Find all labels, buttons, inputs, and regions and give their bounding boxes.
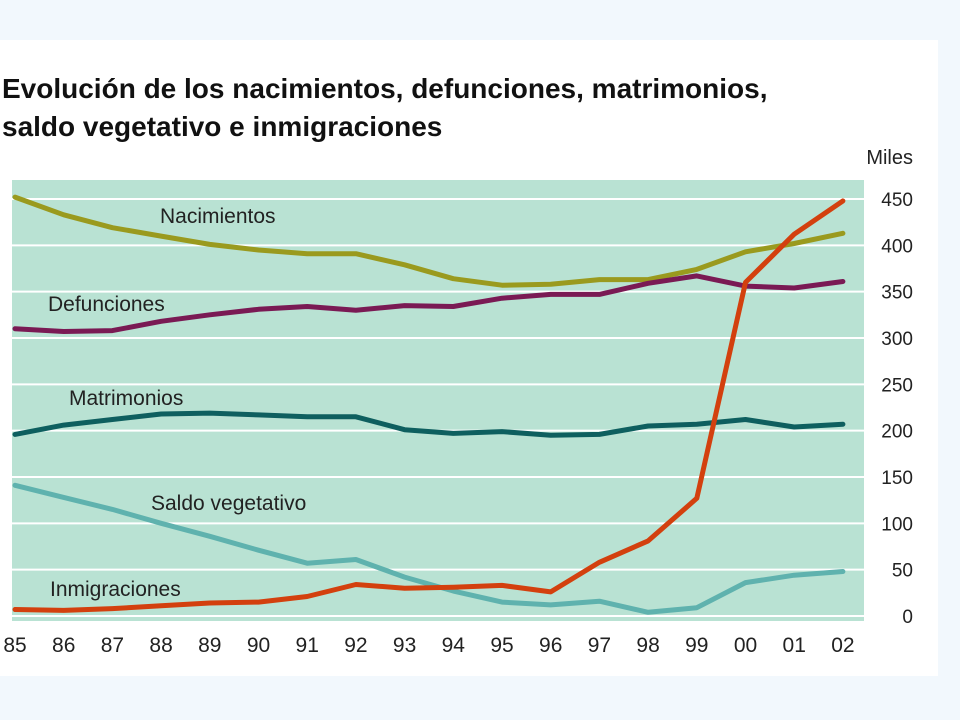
y-tick-label: 150 [881, 468, 913, 489]
y-tick-label: 200 [881, 422, 913, 443]
x-tick-label: 01 [783, 634, 806, 657]
y-tick-label: 300 [881, 329, 913, 350]
x-tick-label: 90 [247, 634, 270, 657]
x-tick-label: 91 [296, 634, 319, 657]
y-tick-label: 50 [892, 561, 913, 582]
series-label: Nacimientos [160, 205, 276, 228]
series-lines [12, 194, 846, 615]
y-tick-label: 450 [881, 190, 913, 211]
series-line-defunciones [12, 273, 846, 334]
series-line-matrimonios [12, 410, 846, 438]
x-tick-label: 92 [344, 634, 367, 657]
chart-title-line-1: Evolución de los nacimientos, defuncione… [2, 73, 768, 104]
x-tick-label: 98 [636, 634, 659, 657]
x-tick-label: 85 [3, 634, 26, 657]
series-line-nacimientos [12, 194, 846, 288]
x-tick-label: 02 [831, 634, 854, 657]
series-labels: Nacimientos Defunciones Matrimonios Saldo v… [48, 205, 306, 601]
y-tick-label: 400 [881, 236, 913, 257]
x-tick-label: 00 [734, 634, 757, 657]
series-label: Matrimonios [69, 387, 183, 410]
series-label: Defunciones [48, 293, 165, 316]
y-tick-label: 0 [902, 607, 913, 628]
x-tick-label: 86 [52, 634, 75, 657]
y-tick-label: 250 [881, 375, 913, 396]
y-tick-label: 350 [881, 283, 913, 304]
plot-area [12, 180, 864, 621]
y-tick-labels: 0 50 100 150 200 250 300 350 400 450 [881, 190, 913, 628]
series-label: Saldo vegetativo [151, 492, 306, 515]
x-tick-label: 93 [393, 634, 416, 657]
chart-title: Evolución de los nacimientos, defuncione… [2, 70, 932, 146]
x-tick-label: 99 [685, 634, 708, 657]
x-tick-label: 94 [442, 634, 466, 657]
series-label: Inmigraciones [50, 578, 181, 601]
x-tick-label: 89 [198, 634, 221, 657]
x-tick-label: 97 [588, 634, 611, 657]
x-tick-labels: 85 86 87 88 89 90 91 92 93 94 95 96 97 98 99 00 01 02 [3, 634, 854, 657]
series-line-inmigraciones [12, 198, 846, 613]
y-tick-label: 100 [881, 514, 913, 535]
y-unit-label: Miles [866, 147, 913, 169]
chart-title-line-2: saldo vegetativo e inmigraciones [2, 111, 443, 142]
x-tick-label: 96 [539, 634, 562, 657]
x-tick-label: 88 [149, 634, 172, 657]
series-line-saldo-vegetativo [12, 482, 846, 615]
x-tick-label: 87 [101, 634, 124, 657]
x-tick-label: 95 [490, 634, 513, 657]
